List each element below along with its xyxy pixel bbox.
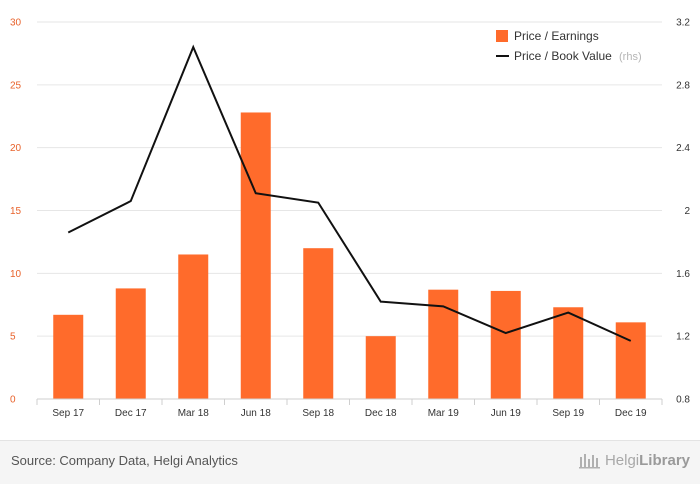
brand-name-part2: Library <box>639 452 690 469</box>
bar-series <box>53 112 646 399</box>
y-left-tick-label: 5 <box>10 332 16 343</box>
axes: 0 5 10 15 20 25 30 0.8 1.2 1.6 2 2.4 2.8 3.2 Sep 17 Dec… <box>10 18 690 420</box>
line-series <box>68 47 631 341</box>
legend-label-price-book-value: Price / Book Value <box>514 49 612 63</box>
y-right-tick-label: 0.8 <box>676 395 690 406</box>
y-left-tick-label: 15 <box>10 206 22 217</box>
y-right-tick-label: 2.8 <box>676 80 690 91</box>
bar <box>241 112 271 399</box>
bar <box>303 248 333 399</box>
y-left-tick-label: 25 <box>10 80 22 91</box>
brand-logo: HelgiLibrary <box>579 451 690 469</box>
y-right-tick-label: 2 <box>684 206 690 217</box>
bar <box>366 336 396 399</box>
legend-swatch-price-earnings <box>496 30 508 42</box>
x-tick-label: Sep 17 <box>52 408 84 419</box>
x-tick-label: Dec 18 <box>365 408 397 419</box>
y-left-tick-label: 20 <box>10 143 22 154</box>
bar <box>53 315 83 399</box>
source-note: Source: Company Data, Helgi Analytics <box>11 453 238 468</box>
line-price-book-value <box>68 47 631 341</box>
legend-label-price-earnings: Price / Earnings <box>514 29 599 43</box>
legend-note-rhs: (rhs) <box>619 51 642 63</box>
bar <box>178 254 208 399</box>
bar <box>491 291 521 399</box>
x-tick-label: Mar 19 <box>428 408 460 419</box>
y-left-tick-label: 10 <box>10 269 22 280</box>
x-tick-label: Dec 17 <box>115 408 147 419</box>
x-tick-label: Sep 19 <box>552 408 584 419</box>
library-icon <box>579 451 601 469</box>
y-right-tick-label: 2.4 <box>676 143 690 154</box>
y-right-tick-label: 3.2 <box>676 18 690 29</box>
x-tick-label: Sep 18 <box>302 408 334 419</box>
x-tick-label: Jun 18 <box>241 408 271 419</box>
y-right-tick-label: 1.6 <box>676 269 690 280</box>
footer: Source: Company Data, Helgi Analytics He… <box>0 440 700 484</box>
brand-name-part1: Helgi <box>605 452 639 469</box>
bar <box>553 307 583 399</box>
bar <box>616 322 646 399</box>
chart: 0 5 10 15 20 25 30 0.8 1.2 1.6 2 2.4 2.8 3.2 Sep 17 Dec… <box>0 0 700 440</box>
x-tick-label: Jun 19 <box>491 408 521 419</box>
legend: Price / Earnings Price / Book Value (rhs) <box>496 29 642 63</box>
x-tick-label: Mar 18 <box>178 408 210 419</box>
x-tick-label: Dec 19 <box>615 408 647 419</box>
y-left-tick-label: 0 <box>10 395 16 406</box>
bar <box>116 288 146 399</box>
y-left-tick-label: 30 <box>10 18 22 29</box>
y-right-tick-label: 1.2 <box>676 332 690 343</box>
